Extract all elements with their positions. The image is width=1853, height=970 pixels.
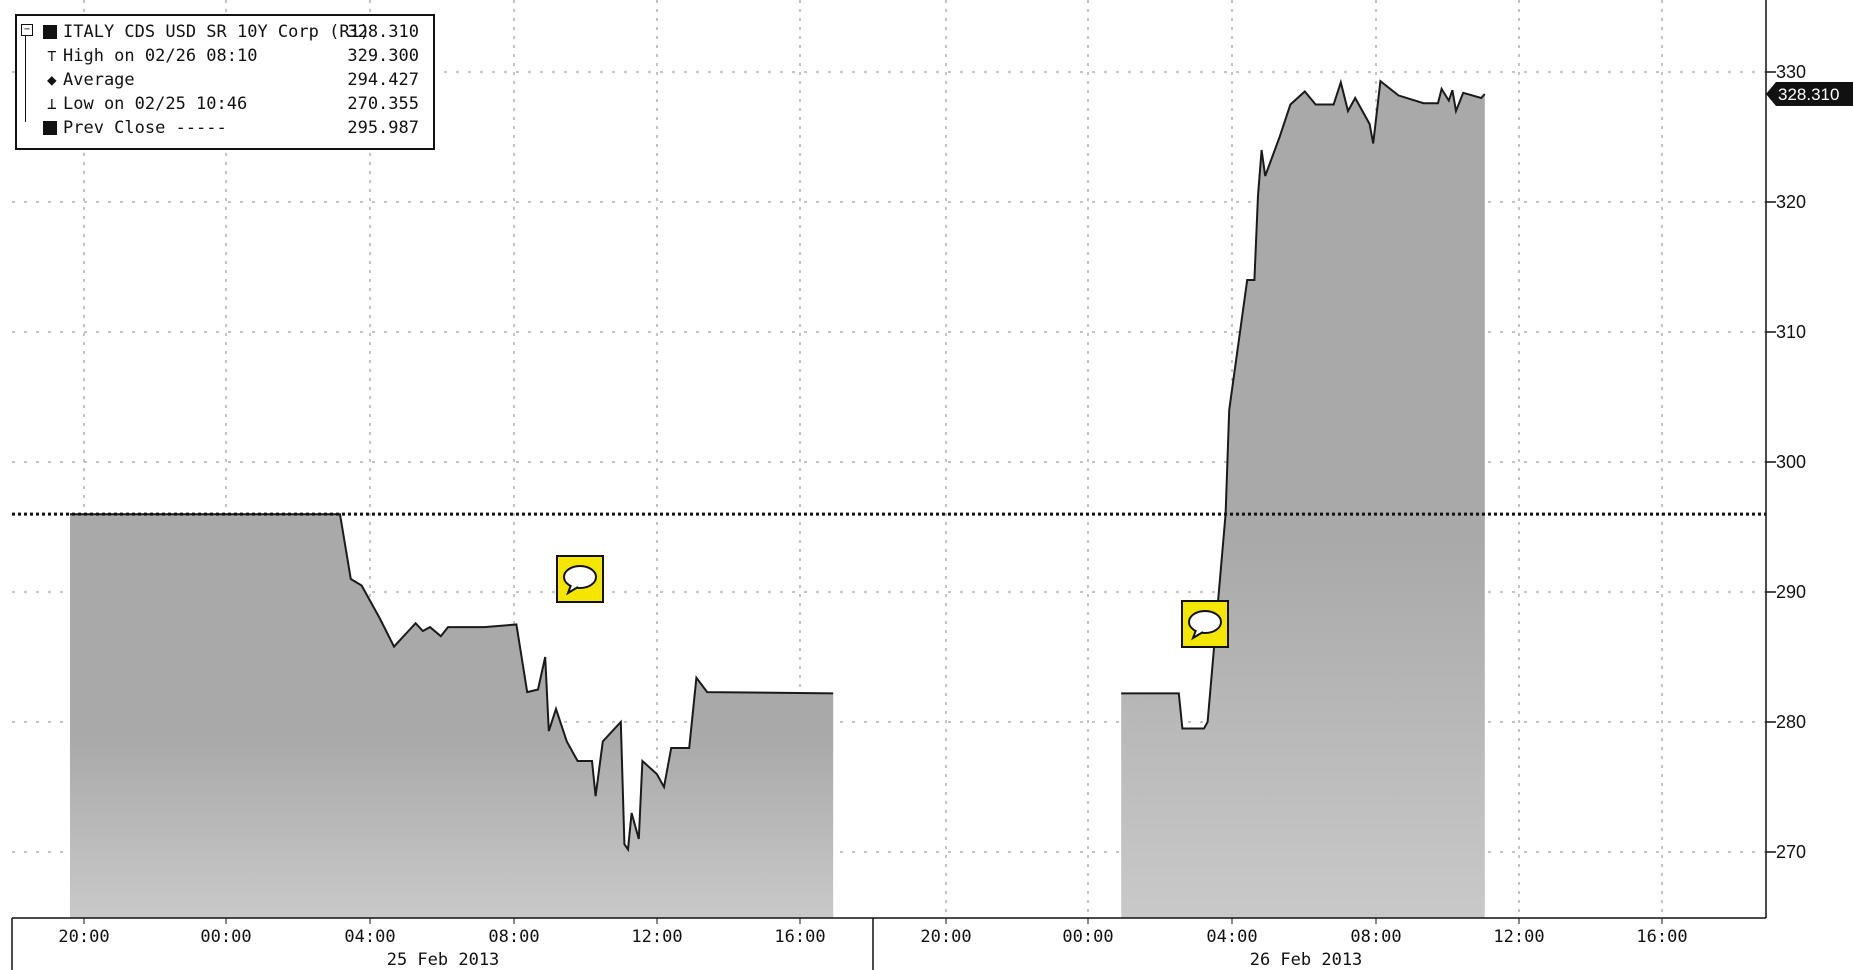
legend-value: 328.310	[347, 22, 419, 42]
x-tick-label: 12:00	[631, 927, 682, 947]
legend-label: Prev Close -----	[63, 118, 227, 138]
prev-close-swatch-icon	[43, 121, 57, 135]
collapse-icon[interactable]: −	[21, 24, 33, 36]
legend-label: ITALY CDS USD SR 10Y Corp (R1)	[63, 22, 371, 42]
x-tick-label: 20:00	[920, 927, 971, 947]
y-tick-label: 330	[1776, 62, 1806, 82]
price-area	[70, 78, 1486, 919]
legend-tree-line	[25, 26, 40, 122]
y-tick-label: 290	[1776, 582, 1806, 602]
x-tick-label: 04:00	[1206, 927, 1257, 947]
legend-value: 270.355	[347, 94, 419, 114]
grid-lines	[12, 0, 1766, 918]
x-axis-ticks: 20:00 00:00 04:00 08:00 12:00 16:00 20:00 00:00…	[58, 918, 1688, 970]
legend-label: Low on 02/25 10:46	[63, 94, 248, 114]
series-swatch-icon	[43, 25, 57, 39]
low-marker-icon: ⊥	[47, 94, 57, 113]
price-line-session-1	[70, 513, 834, 853]
note-icon	[556, 555, 604, 603]
legend-row-high: ⊤ High on 02/26 08:10 329.300	[17, 44, 433, 68]
y-tick-label: 280	[1776, 712, 1806, 732]
axes	[11, 0, 1767, 970]
x-tick-label: 08:00	[1350, 927, 1401, 947]
legend-label: High on 02/26 08:10	[63, 46, 258, 66]
y-axis-ticks: 270 280 290 300 310 320 330	[1766, 62, 1806, 862]
y-tick-label: 270	[1776, 842, 1806, 862]
average-marker-icon: ◆	[47, 70, 57, 89]
legend-value: 295.987	[347, 118, 419, 138]
y-tick-label: 300	[1776, 452, 1806, 472]
high-marker-icon: ⊤	[47, 46, 57, 65]
legend-row-low: ⊥ Low on 02/25 10:46 270.355	[17, 92, 433, 116]
last-price-tag: 328.310	[1766, 81, 1853, 106]
note-icon	[1181, 600, 1229, 648]
legend: − ITALY CDS USD SR 10Y Corp (R1) 328.310…	[15, 14, 435, 150]
area-fill-session-2	[1121, 81, 1485, 919]
legend-value: 294.427	[347, 70, 419, 90]
x-tick-label: 16:00	[1636, 927, 1687, 947]
x-date-label: 25 Feb 2013	[387, 950, 500, 970]
y-tick-label: 310	[1776, 322, 1806, 342]
x-tick-label: 00:00	[200, 927, 251, 947]
annotations	[556, 555, 1229, 648]
x-tick-label: 00:00	[1062, 927, 1113, 947]
x-date-label: 26 Feb 2013	[1250, 950, 1363, 970]
price-line-session-2	[1121, 78, 1486, 730]
x-tick-label: 16:00	[774, 927, 825, 947]
legend-value: 329.300	[347, 46, 419, 66]
legend-row-prev-close: Prev Close ----- 295.987	[17, 116, 433, 140]
x-tick-label: 04:00	[344, 927, 395, 947]
legend-row-security: ITALY CDS USD SR 10Y Corp (R1) 328.310	[17, 20, 433, 44]
x-tick-label: 08:00	[488, 927, 539, 947]
x-tick-label: 20:00	[58, 927, 109, 947]
area-fill-session-1	[70, 514, 834, 918]
legend-row-average: ◆ Average 294.427	[17, 68, 433, 92]
legend-label: Average	[63, 70, 135, 90]
x-tick-label: 12:00	[1493, 927, 1544, 947]
last-price-label: 328.310	[1778, 85, 1839, 104]
y-tick-label: 320	[1776, 192, 1806, 212]
